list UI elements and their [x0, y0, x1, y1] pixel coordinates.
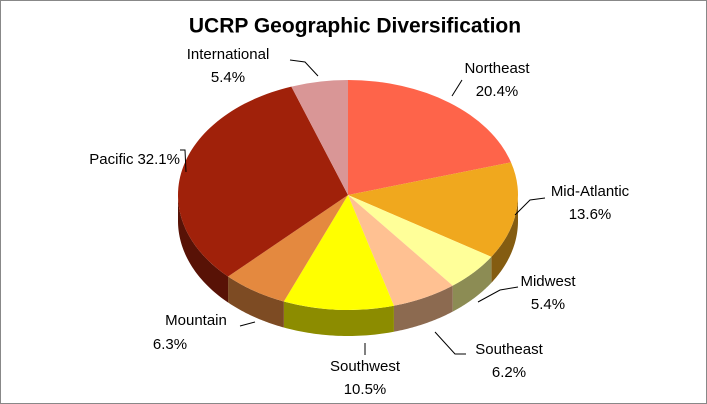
slice — [348, 195, 453, 306]
slice-label: Pacific — [89, 151, 134, 168]
leader-line — [514, 197, 546, 216]
slice — [228, 195, 348, 302]
slice-label: International — [187, 46, 270, 63]
leader-line — [239, 321, 256, 327]
slice — [348, 162, 518, 257]
slice-label: Mountain — [165, 312, 227, 329]
slice-side — [178, 195, 229, 303]
slice-value-label: 5.4% — [531, 296, 565, 313]
slice-label: Midwest — [520, 273, 576, 290]
leader-line — [434, 331, 466, 355]
leader-line — [289, 59, 319, 77]
slice — [348, 80, 512, 195]
slice — [291, 80, 348, 195]
slice-side — [283, 301, 394, 336]
slice-side — [491, 195, 518, 283]
slice-label: Mid-Atlantic — [551, 183, 630, 200]
slice — [283, 195, 394, 310]
slice-value-label: 6.2% — [492, 364, 526, 381]
slice-label: Northeast — [464, 60, 530, 77]
slice-value-label: 32.1% — [137, 151, 180, 168]
slice-side — [228, 276, 284, 328]
slice-side — [452, 256, 492, 312]
slice — [348, 195, 492, 286]
slice-value-label: 5.4% — [211, 69, 245, 86]
slice-value-label: 6.3% — [153, 336, 187, 353]
slice-side — [393, 285, 453, 332]
slice-value-label: 20.4% — [476, 83, 519, 100]
chart-title: UCRP Geographic Diversification — [189, 15, 521, 38]
slice-value-label: 13.6% — [569, 206, 612, 223]
leader-line — [477, 286, 519, 303]
leader-line — [451, 79, 463, 97]
slice-value-label: 10.5% — [344, 381, 387, 398]
slice-label: Southeast — [475, 341, 543, 358]
slice — [178, 86, 348, 277]
leader-line — [180, 149, 187, 173]
slice-label: Southwest — [330, 358, 401, 375]
